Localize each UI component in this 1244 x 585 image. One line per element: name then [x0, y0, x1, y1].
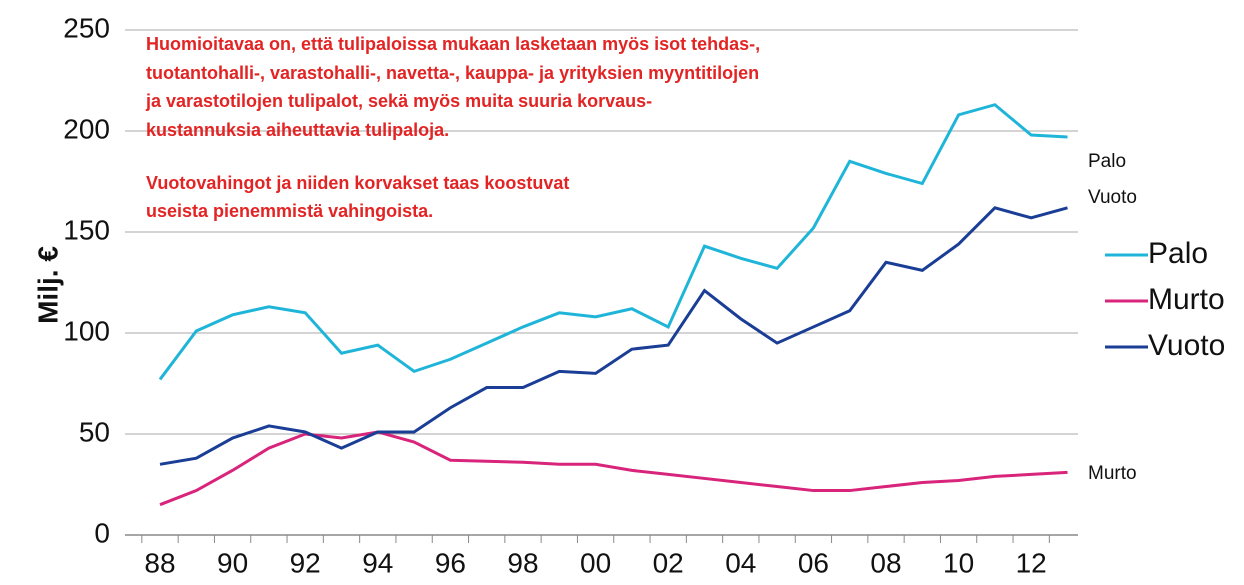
y-tick-label: 100 [63, 315, 110, 346]
series-line [159, 206, 1068, 466]
end-label: Vuoto [1088, 187, 1137, 208]
x-tick-label: 90 [217, 547, 248, 578]
x-tick-label: 94 [362, 547, 393, 578]
end-label: Murto [1088, 463, 1137, 484]
y-tick-label: 50 [79, 416, 110, 447]
annotation: tuotantohalli-, varastohalli-, navetta-,… [146, 63, 759, 83]
annotation: Huomioitavaa on, että tulipaloissa mukaa… [146, 34, 760, 54]
legend-label: Murto [1148, 283, 1225, 316]
x-tick-label: 10 [943, 547, 974, 578]
x-tick-label: 08 [870, 547, 901, 578]
y-tick-label: 200 [63, 113, 110, 144]
x-tick-label: 92 [290, 547, 321, 578]
x-tick-label: 06 [798, 547, 829, 578]
x-tick-label: 00 [580, 547, 611, 578]
annotation: Vuotovahingot ja niiden korvakset taas k… [146, 173, 569, 193]
x-tick-label: 88 [144, 547, 175, 578]
x-tick-label: 98 [507, 547, 538, 578]
annotation: useista pienemmistä vahingoista. [146, 201, 433, 221]
series-line [158, 103, 1068, 381]
series-line [159, 430, 1068, 507]
legend-label: Palo [1148, 237, 1208, 270]
y-tick-label: 0 [94, 517, 110, 548]
annotation: kustannuksia aiheuttavia tulipaloja. [146, 120, 449, 140]
y-axis-label: Milj. € [32, 246, 63, 324]
x-tick-label: 04 [725, 547, 756, 578]
annotation: ja varastotilojen tulipalot, sekä myös m… [145, 91, 652, 111]
y-tick-label: 150 [63, 214, 110, 245]
x-tick-label: 12 [1016, 547, 1047, 578]
x-tick-label: 02 [653, 547, 684, 578]
end-label: Palo [1088, 151, 1126, 172]
x-tick-label: 96 [435, 547, 466, 578]
y-tick-label: 250 [63, 12, 110, 43]
legend-label: Vuoto [1148, 329, 1225, 362]
